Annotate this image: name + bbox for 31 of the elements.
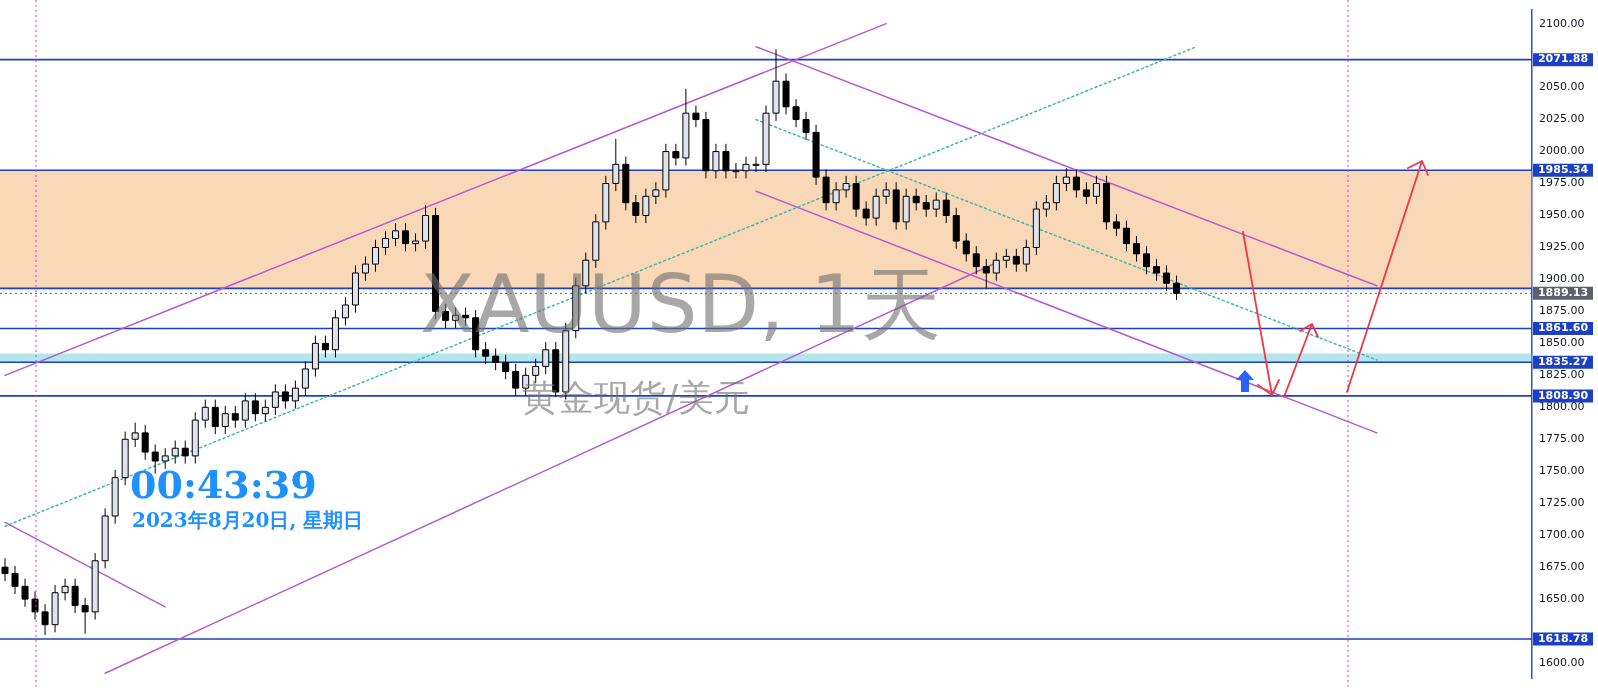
y-tick-label: 1775.00 <box>1539 432 1585 446</box>
y-tick-label: 1675.00 <box>1539 560 1585 574</box>
y-tick-label: 1925.00 <box>1539 240 1585 254</box>
y-tick-label: 1600.00 <box>1539 655 1585 669</box>
y-tick-label: 1725.00 <box>1539 496 1585 510</box>
y-tick-label: 1700.00 <box>1539 528 1585 542</box>
y-tick-label: 1900.00 <box>1539 272 1585 286</box>
ref-line-label: 1889.13 <box>1537 286 1589 300</box>
ref-line-label: 1985.34 <box>1537 163 1589 177</box>
ref-line-label: 2071.88 <box>1537 52 1589 66</box>
y-tick-label: 1875.00 <box>1539 304 1585 318</box>
ref-line-label: 1618.78 <box>1537 631 1589 645</box>
candlestick <box>1153 258 1161 282</box>
annotation: 2023年8月20日, 星期日 <box>132 508 364 532</box>
ref-line-label: 1861.60 <box>1537 321 1589 335</box>
y-tick-label: 1950.00 <box>1539 208 1585 222</box>
y-tick-label: 1975.00 <box>1539 176 1585 190</box>
y-tick-label: 1800.00 <box>1539 400 1585 414</box>
candlestick <box>382 230 390 256</box>
y-tick-label: 2000.00 <box>1539 144 1585 158</box>
y-tick-label: 2050.00 <box>1539 80 1585 94</box>
y-tick-label: 1850.00 <box>1539 336 1585 350</box>
ref-line-label: 1808.90 <box>1537 388 1589 402</box>
y-tick-label: 1750.00 <box>1539 464 1585 478</box>
y-tick-label: 2100.00 <box>1539 16 1585 30</box>
y-tick-label: 1650.00 <box>1539 591 1585 605</box>
y-tick-label: 1825.00 <box>1539 368 1585 382</box>
candlestick <box>392 222 400 247</box>
ref-line-label: 1835.27 <box>1537 355 1589 369</box>
annotation: 00:43:39 <box>130 462 317 507</box>
y-tick-label: 2025.00 <box>1539 112 1585 126</box>
